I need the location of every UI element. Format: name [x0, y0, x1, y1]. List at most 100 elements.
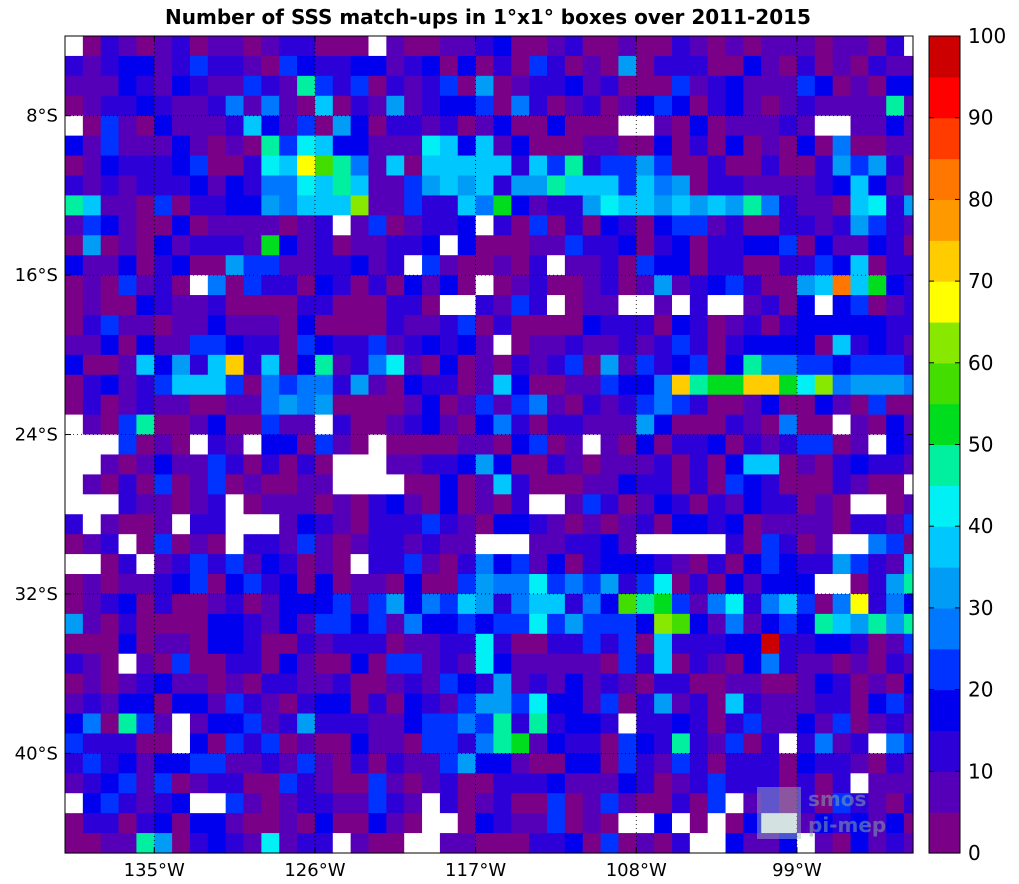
heatmap-cell: [582, 753, 602, 774]
heatmap-cell: [65, 593, 84, 615]
heatmap-cell: [850, 115, 869, 137]
heatmap-cell: [243, 255, 262, 276]
heatmap-cell: [493, 454, 512, 475]
heatmap-cell: [65, 36, 84, 57]
heatmap-cell: [350, 813, 370, 834]
heatmap-cell: [796, 295, 816, 316]
heatmap-cell: [814, 813, 834, 834]
heatmap-cell: [65, 115, 84, 137]
heatmap-cell: [404, 354, 423, 376]
heatmap-cell: [207, 314, 227, 336]
heatmap-cell: [654, 793, 673, 814]
heatmap-cell: [279, 653, 298, 675]
heatmap-cell: [725, 75, 744, 97]
heatmap-cell: [350, 673, 370, 695]
heatmap-cell: [743, 334, 762, 356]
heatmap-cell: [189, 354, 209, 376]
heatmap-cell: [618, 554, 637, 575]
heatmap-cell: [422, 155, 441, 177]
heatmap-cell: [457, 394, 477, 416]
heatmap-cell: [82, 813, 102, 834]
heatmap-cell: [904, 514, 914, 535]
heatmap-cell: [796, 833, 816, 854]
heatmap-cell: [832, 633, 852, 655]
heatmap-cell: [850, 354, 869, 376]
heatmap-cell: [529, 235, 548, 256]
heatmap-cell: [671, 394, 691, 416]
heatmap-cell: [761, 215, 780, 236]
heatmap-cell: [511, 175, 530, 197]
heatmap-cell: [582, 115, 602, 137]
heatmap-cell: [332, 554, 352, 575]
colorbar-segment: [929, 199, 960, 241]
heatmap-cell: [279, 215, 298, 236]
heatmap-cell: [868, 75, 887, 97]
heatmap-cell: [136, 155, 155, 177]
heatmap-cell: [832, 514, 852, 535]
heatmap-cell: [493, 753, 512, 774]
heatmap-cell: [600, 753, 620, 774]
heatmap-cell: [689, 394, 709, 416]
heatmap-cell: [225, 394, 245, 416]
heatmap-cell: [689, 195, 709, 216]
heatmap-cell: [404, 593, 423, 615]
heatmap-cell: [779, 215, 798, 236]
heatmap-cell: [868, 414, 887, 436]
heatmap-cell: [261, 713, 280, 735]
heatmap-cell: [422, 633, 441, 655]
heatmap-cell: [600, 155, 620, 177]
heatmap-cell: [261, 554, 280, 575]
heatmap-cell: [547, 36, 566, 57]
heatmap-cell: [779, 414, 798, 436]
heatmap-cell: [172, 593, 191, 615]
heatmap-cell: [564, 534, 584, 555]
heatmap-cell: [225, 354, 245, 376]
heatmap-cell: [368, 75, 387, 97]
heatmap-cell: [207, 135, 227, 157]
heatmap-cell: [582, 574, 602, 595]
heatmap-cell: [707, 115, 727, 137]
heatmap-cell: [368, 713, 387, 735]
heatmap-cell: [225, 793, 245, 814]
heatmap-cell: [689, 593, 709, 615]
heatmap-cell: [297, 434, 316, 456]
heatmap-cell: [814, 295, 834, 316]
x-tick-label: 135°W: [124, 860, 185, 881]
heatmap-cell: [689, 275, 709, 296]
heatmap-cell: [511, 75, 530, 97]
heatmap-cell: [82, 275, 102, 296]
colorbar-segment: [929, 730, 960, 772]
heatmap-cell: [511, 793, 530, 814]
heatmap-cell: [65, 374, 84, 396]
heatmap-cell: [493, 514, 512, 535]
heatmap-cell: [886, 713, 905, 735]
heatmap-cell: [493, 813, 512, 834]
heatmap-cell: [65, 215, 84, 236]
heatmap-cell: [404, 813, 423, 834]
heatmap-cell: [850, 833, 869, 854]
heatmap-cell: [511, 155, 530, 177]
heatmap-cell: [82, 494, 102, 515]
heatmap-cell: [118, 494, 138, 515]
heatmap-cell: [529, 813, 548, 834]
heatmap-cell: [511, 55, 530, 77]
heatmap-cell: [636, 554, 655, 575]
heatmap-cell: [832, 753, 852, 774]
heatmap-cell: [261, 514, 280, 535]
heatmap-cell: [189, 793, 209, 814]
heatmap-cell: [475, 255, 495, 276]
heatmap-cell: [725, 613, 744, 635]
heatmap-cell: [439, 295, 459, 316]
heatmap-cell: [207, 434, 227, 456]
heatmap-cell: [547, 135, 566, 157]
heatmap-cell: [261, 593, 280, 615]
heatmap-cell: [493, 613, 512, 635]
heatmap-cell: [796, 36, 816, 57]
heatmap-cell: [297, 414, 316, 436]
heatmap-cell: [564, 673, 584, 695]
heatmap-cell: [600, 833, 620, 854]
heatmap-cell: [189, 414, 209, 436]
heatmap-cell: [243, 693, 262, 715]
heatmap-cell: [707, 753, 727, 774]
heatmap-cell: [368, 175, 387, 197]
